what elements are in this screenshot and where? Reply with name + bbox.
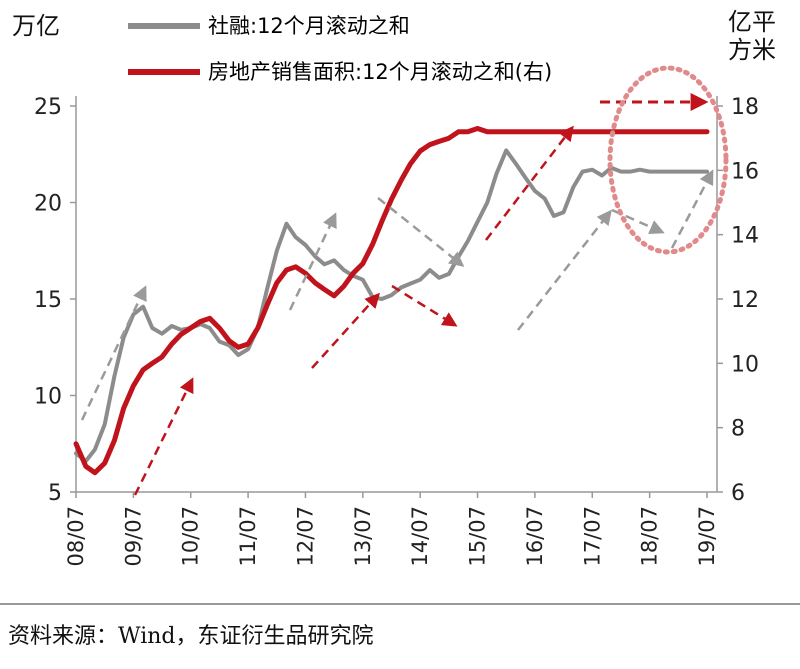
legend-label-area: 房地产销售面积:12个月滚动之和(右) [208, 60, 552, 84]
left-tick-label: 25 [34, 95, 62, 120]
legend-label-shrong: 社融:12个月滚动之和 [208, 14, 410, 38]
legend: 社融:12个月滚动之和 房地产销售面积:12个月滚动之和(右) [128, 14, 552, 84]
right-axis-label: 亿平 方米 [728, 8, 776, 64]
trend-arrow [80, 285, 147, 421]
trend-arrow [391, 284, 458, 327]
trend-arrow [133, 377, 194, 496]
trend-arrow [611, 208, 665, 235]
x-tick-label: 11/07 [236, 506, 260, 567]
annotations [80, 65, 729, 496]
x-tick-label: 09/07 [121, 506, 145, 567]
right-tick-label: 16 [731, 159, 759, 184]
x-tick-label: 14/07 [408, 506, 432, 567]
trend-arrow [311, 292, 381, 369]
trend-arrow [377, 197, 465, 267]
series-layer [73, 126, 710, 476]
left-tick-label: 10 [34, 385, 62, 410]
right-tick-label: 10 [731, 352, 759, 377]
x-tick-label: 12/07 [293, 506, 317, 567]
axes: 5 10 15 20 25 6 8 10 12 14 16 18 08/07 09/07 10/07 11/0… [34, 95, 759, 567]
left-axis-label: 万亿 [12, 12, 60, 40]
x-tick-label: 18/07 [638, 506, 662, 567]
series-line-area [73, 126, 710, 476]
x-tick-label: 08/07 [64, 506, 88, 567]
trend-arrow [485, 125, 574, 241]
x-tick-label: 13/07 [351, 506, 375, 567]
x-tick-label: 19/07 [695, 506, 719, 567]
divider [0, 603, 800, 605]
right-tick-label: 6 [731, 481, 745, 506]
x-tick-label: 15/07 [466, 506, 490, 567]
right-tick-label: 18 [731, 95, 759, 120]
highlight-ellipse [607, 65, 729, 255]
right-tick-label: 14 [731, 224, 759, 249]
x-tick-label: 10/07 [179, 506, 203, 567]
trend-arrow [670, 169, 714, 249]
right-tick-label: 12 [731, 288, 759, 313]
series-line-shrong [74, 148, 709, 464]
left-tick-label: 20 [34, 192, 62, 217]
trend-arrow [288, 212, 337, 311]
left-tick-label: 5 [48, 481, 62, 506]
source-note: 资料来源：Wind，东证衍生品研究院 [8, 624, 374, 649]
x-tick-label: 16/07 [523, 506, 547, 567]
trend-arrow [517, 209, 612, 331]
left-tick-label: 15 [34, 288, 62, 313]
right-tick-label: 8 [731, 417, 745, 442]
x-tick-label: 17/07 [580, 506, 604, 567]
